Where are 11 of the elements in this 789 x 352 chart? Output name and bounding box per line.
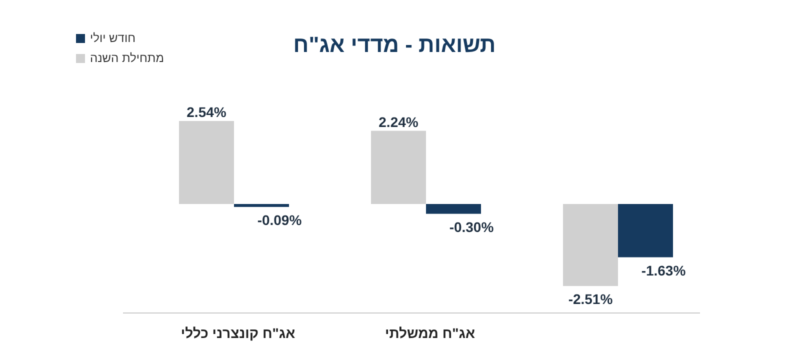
legend-label: חודש יולי — [90, 31, 136, 45]
data-label: -2.51% — [568, 291, 614, 308]
x-tick-label: אג"ח קונצרני כללי — [180, 325, 296, 341]
x-tick-label: אג"ח ממשלתי — [384, 325, 476, 341]
legend-label: מתחילת השנה — [90, 51, 164, 65]
data-label: 2.24% — [378, 114, 419, 130]
data-label: -0.09% — [257, 212, 302, 228]
data-label: -1.63% — [641, 262, 686, 278]
data-label: 2.54% — [186, 104, 227, 120]
data-label: -0.30% — [449, 218, 494, 235]
chart-title: תשואות - מדדי אג"ח — [293, 32, 496, 57]
